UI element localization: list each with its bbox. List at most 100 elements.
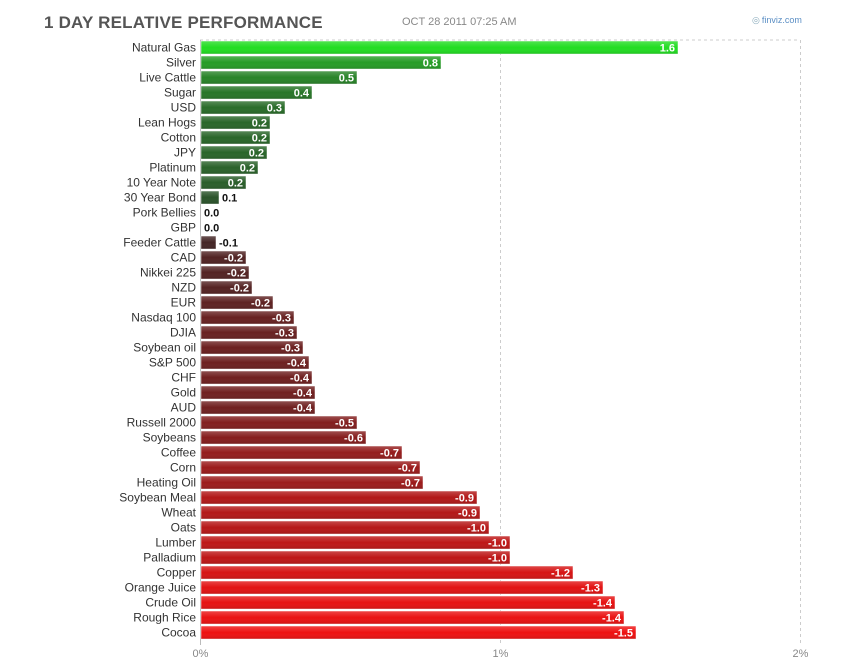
value-label: -0.2 — [224, 253, 243, 265]
category-label: Nasdaq 100 — [131, 311, 196, 325]
value-label: -0.3 — [281, 343, 300, 355]
category-label: EUR — [171, 296, 197, 310]
brand-label: finviz.com — [761, 15, 802, 25]
bar-shade — [201, 341, 303, 354]
bar-shade — [201, 446, 402, 459]
category-label: Russell 2000 — [127, 416, 197, 430]
category-label: Feeder Cattle — [123, 236, 196, 250]
value-label: 0.2 — [249, 148, 264, 160]
category-label: Gold — [171, 386, 196, 400]
bar-shade — [201, 401, 315, 414]
category-label: Rough Rice — [133, 611, 196, 625]
category-label: Soybean oil — [133, 341, 196, 355]
value-label: 0.1 — [222, 193, 237, 205]
value-label: -1.5 — [614, 628, 633, 640]
value-label: -0.7 — [398, 463, 417, 475]
value-label: 0.2 — [240, 163, 255, 175]
category-label: Pork Bellies — [133, 206, 196, 220]
value-label: 0.0 — [204, 208, 219, 220]
bar-shade — [201, 86, 312, 99]
category-label: AUD — [171, 401, 197, 415]
value-label: -0.5 — [335, 418, 354, 430]
bar-shade — [201, 116, 270, 129]
value-label: -1.0 — [467, 523, 486, 535]
category-label: S&P 500 — [149, 356, 196, 370]
category-label: Palladium — [143, 551, 196, 565]
bar-shade — [201, 371, 312, 384]
bar-shade — [201, 146, 267, 159]
bar-shade — [201, 476, 423, 489]
category-label: NZD — [171, 281, 196, 295]
bar-shade — [201, 416, 357, 429]
bar-shade — [201, 536, 510, 549]
value-label: -1.4 — [593, 598, 613, 610]
category-label: JPY — [174, 146, 196, 160]
bar-shade — [201, 251, 246, 264]
bar-shade — [201, 266, 249, 279]
value-label: -1.2 — [551, 568, 570, 580]
chart-title: 1 DAY RELATIVE PERFORMANCE — [44, 13, 323, 32]
value-label: -0.4 — [290, 373, 310, 385]
value-label: 0.2 — [252, 133, 267, 145]
value-label: -0.7 — [380, 448, 399, 460]
bar-shade — [201, 611, 624, 624]
bar-shade — [201, 311, 294, 324]
value-label: 0.0 — [204, 223, 219, 235]
value-label: -1.0 — [488, 553, 507, 565]
value-label: -0.9 — [458, 508, 477, 520]
value-label: 1.6 — [660, 43, 675, 55]
category-label: 10 Year Note — [127, 176, 197, 190]
bar-shade — [201, 626, 636, 639]
category-label: Sugar — [164, 86, 196, 100]
bar-shade — [201, 41, 678, 54]
category-label: 30 Year Bond — [124, 191, 196, 205]
bar-shade — [201, 326, 297, 339]
value-label: -0.6 — [344, 433, 363, 445]
category-label: Corn — [170, 461, 196, 475]
category-label: Cotton — [161, 131, 196, 145]
bar-shade — [201, 161, 258, 174]
bar-shade — [201, 506, 480, 519]
bar-shade — [201, 431, 366, 444]
category-label: Live Cattle — [139, 71, 196, 85]
bar-shade — [201, 56, 441, 69]
value-label: 0.8 — [423, 58, 438, 70]
finviz-logo-icon: ◎ — [752, 15, 760, 25]
value-label: -0.1 — [219, 238, 238, 250]
bar-shade — [201, 521, 489, 534]
bar-shade — [201, 101, 285, 114]
value-label: -1.0 — [488, 538, 507, 550]
value-label: -0.4 — [293, 388, 313, 400]
x-tick-label: 2% — [793, 648, 809, 660]
value-label: -0.2 — [227, 268, 246, 280]
category-label: Lean Hogs — [138, 116, 196, 130]
bar-shade — [201, 71, 357, 84]
value-label: 0.3 — [267, 103, 282, 115]
bar-shade — [201, 131, 270, 144]
timestamp: OCT 28 2011 07:25 AM — [402, 16, 517, 28]
bar-shade — [201, 551, 510, 564]
bar-shade — [201, 386, 315, 399]
value-label: -0.2 — [230, 283, 249, 295]
category-label: Wheat — [161, 506, 196, 520]
bar-shade — [201, 191, 219, 204]
category-label: Cocoa — [161, 626, 196, 640]
bar-shade — [201, 581, 603, 594]
value-label: -1.4 — [602, 613, 622, 625]
x-tick-label: 0% — [193, 648, 209, 660]
category-label: Silver — [166, 56, 196, 70]
category-label: Nikkei 225 — [140, 266, 196, 280]
category-label: Oats — [171, 521, 196, 535]
value-label: -0.4 — [293, 403, 313, 415]
brand-link[interactable]: ◎ finviz.com — [752, 15, 802, 26]
value-label: 0.4 — [294, 88, 310, 100]
bar-shade — [201, 491, 477, 504]
category-label: GBP — [171, 221, 196, 235]
value-label: -0.3 — [275, 328, 294, 340]
bar-shade — [201, 566, 573, 579]
category-label: USD — [171, 101, 197, 115]
category-label: Soybeans — [143, 431, 196, 445]
category-label: Coffee — [161, 446, 196, 460]
value-label: 0.2 — [228, 178, 243, 190]
